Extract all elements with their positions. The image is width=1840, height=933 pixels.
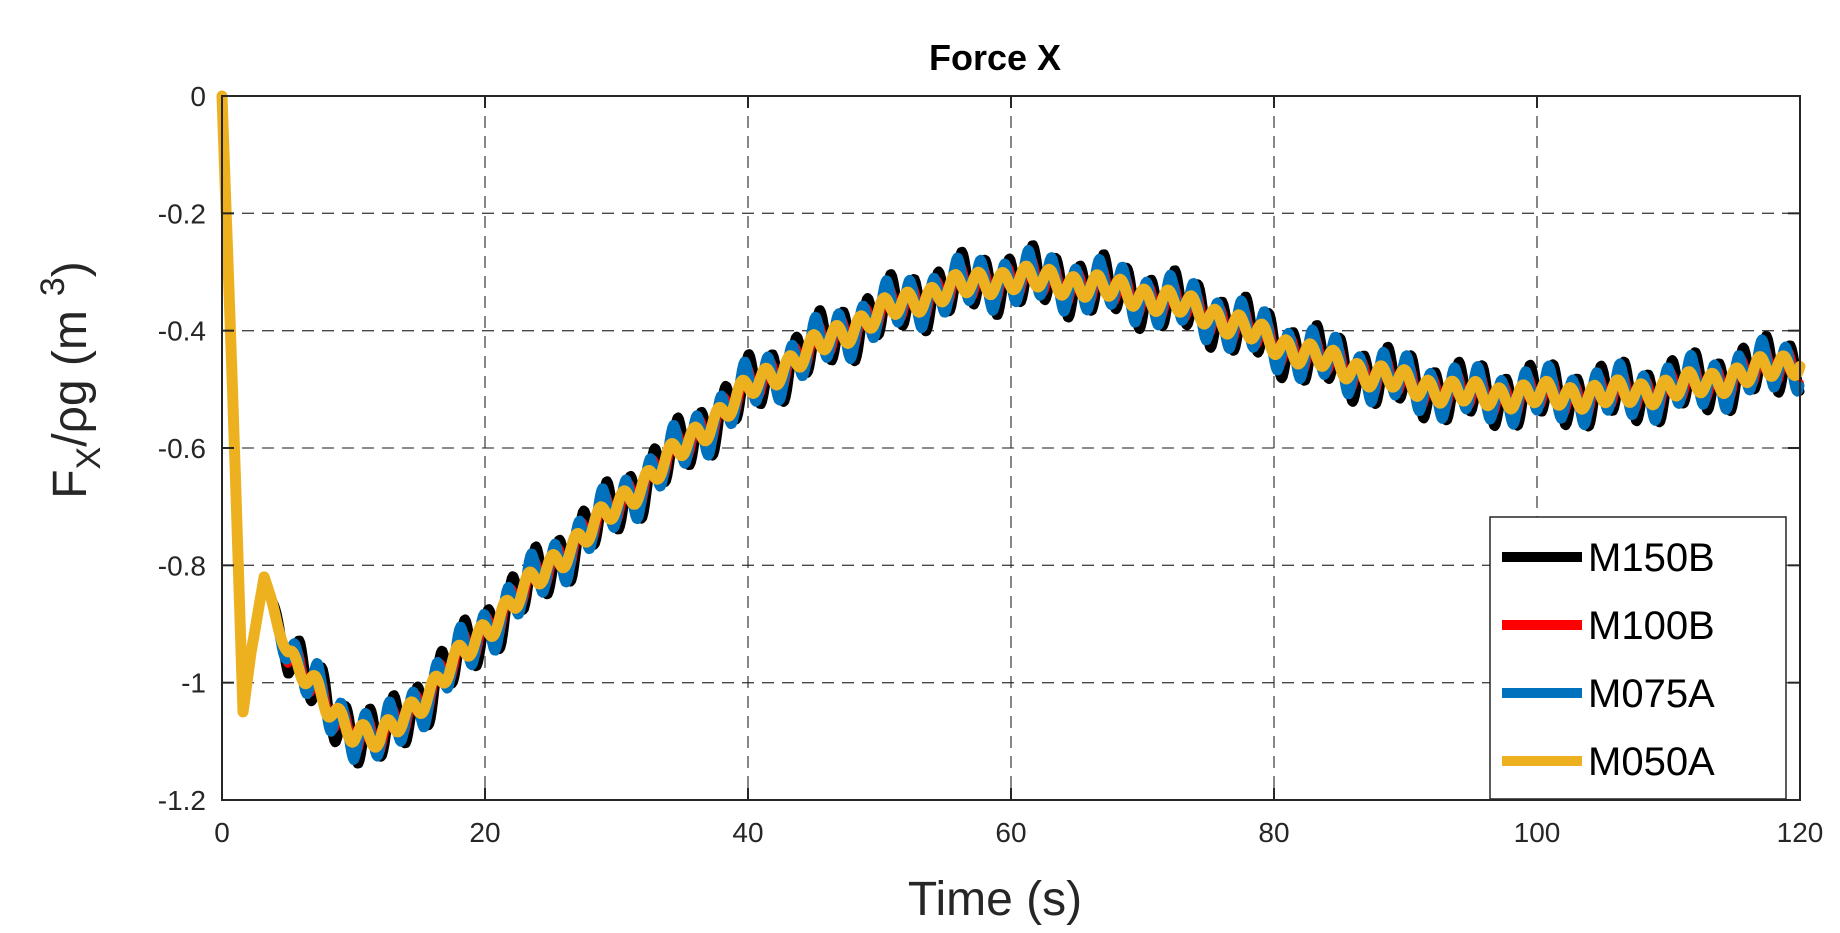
x-tick-label: 100	[1514, 817, 1561, 848]
x-tick-label: 120	[1777, 817, 1824, 848]
y-label-close: )	[44, 261, 97, 277]
chart-title: Force X	[929, 37, 1061, 78]
legend-items: M150B M100B M075A M050A	[1502, 536, 1715, 784]
series-line-m050a	[216, 90, 1806, 753]
y-tick-label: -0.6	[158, 433, 206, 464]
legend: M150B M100B M075A M050A	[1489, 516, 1787, 800]
x-tick-label: 80	[1258, 817, 1289, 848]
legend-label: M100B	[1588, 604, 1715, 648]
series-layer	[216, 90, 1806, 769]
y-label-sub: X	[70, 447, 108, 470]
axis-ticks: 0 20 40 60 80 100 120 0 -0.2 -0.4 -0.6 -0.8 -1 -1.2	[158, 81, 1824, 848]
y-tick-label: -0.8	[158, 550, 206, 581]
y-tick-label: -1	[181, 668, 206, 699]
y-tick-label: 0	[190, 81, 206, 112]
x-tick-label: 60	[995, 817, 1026, 848]
x-axis-label: Time (s)	[908, 873, 1082, 926]
y-axis-label-text: FX/ρg (m 3)	[34, 261, 108, 499]
y-axis-label: FX/ρg (m 3)	[34, 261, 108, 499]
x-tick-label: 40	[732, 817, 763, 848]
y-tick-label: -1.2	[158, 785, 206, 816]
y-tick-label: -0.4	[158, 316, 206, 347]
x-tick-label: 20	[469, 817, 500, 848]
x-tick-label: 0	[214, 817, 230, 848]
y-label-sup: 3	[34, 277, 72, 296]
y-label-main: F	[44, 469, 97, 498]
legend-label: M150B	[1588, 536, 1715, 580]
y-label-middle: /ρg (m	[44, 310, 97, 447]
legend-label: M075A	[1588, 672, 1715, 716]
legend-label: M050A	[1588, 740, 1715, 784]
y-tick-label: -0.2	[158, 198, 206, 229]
legend-box	[1489, 516, 1787, 800]
